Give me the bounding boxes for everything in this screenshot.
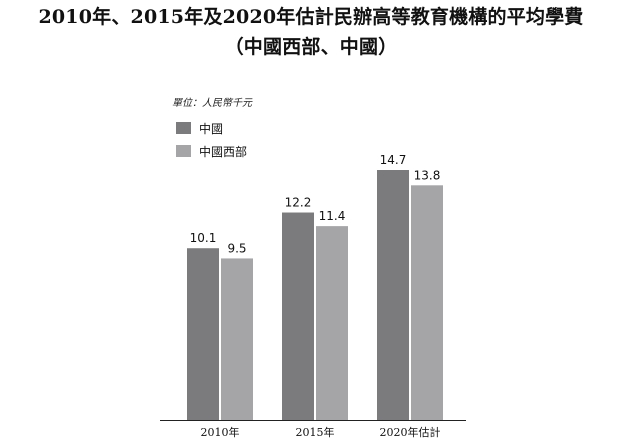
bar-western-china-0 [221,258,253,420]
value-label-western-china-1: 11.4 [319,209,346,223]
value-label-china-0: 10.1 [190,231,217,245]
legend-item-western-china: 中國西部 [176,141,247,161]
chart-title: 2010年、2015年及2020年估計民辦高等教育機構的平均學費 [38,6,584,28]
legend-swatch-china [176,122,191,134]
value-label-china-2: 14.7 [380,153,407,167]
value-label-western-china-0: 9.5 [227,241,246,255]
bar-china-2 [377,170,409,420]
unit-label: 單位：人民幣千元 [172,98,252,109]
legend: 中國 中國西部 [176,118,247,164]
bar-group [187,170,443,420]
tick-label-group: 2010年 2015年 2020年估計 [201,425,441,439]
legend-swatch-western-china [176,145,191,157]
x-tick-label-2: 2020年估計 [380,425,441,439]
value-label-western-china-2: 13.8 [414,168,441,182]
legend-label-western-china: 中國西部 [199,144,248,159]
x-tick-label-0: 2010年 [201,425,240,439]
chart-subtitle: （中國西部、中國） [224,36,398,58]
bar-western-china-2 [411,185,443,420]
legend-item-china: 中國 [176,118,247,138]
value-label-china-1: 12.2 [285,196,312,210]
x-tick-label-1: 2015年 [296,425,335,439]
legend-label-china: 中國 [199,121,224,136]
bar-china-1 [282,212,314,420]
bar-western-china-1 [316,226,348,420]
bar-china-0 [187,248,219,420]
value-label-group: 10.1 9.5 12.2 11.4 14.7 13.8 [190,153,441,255]
